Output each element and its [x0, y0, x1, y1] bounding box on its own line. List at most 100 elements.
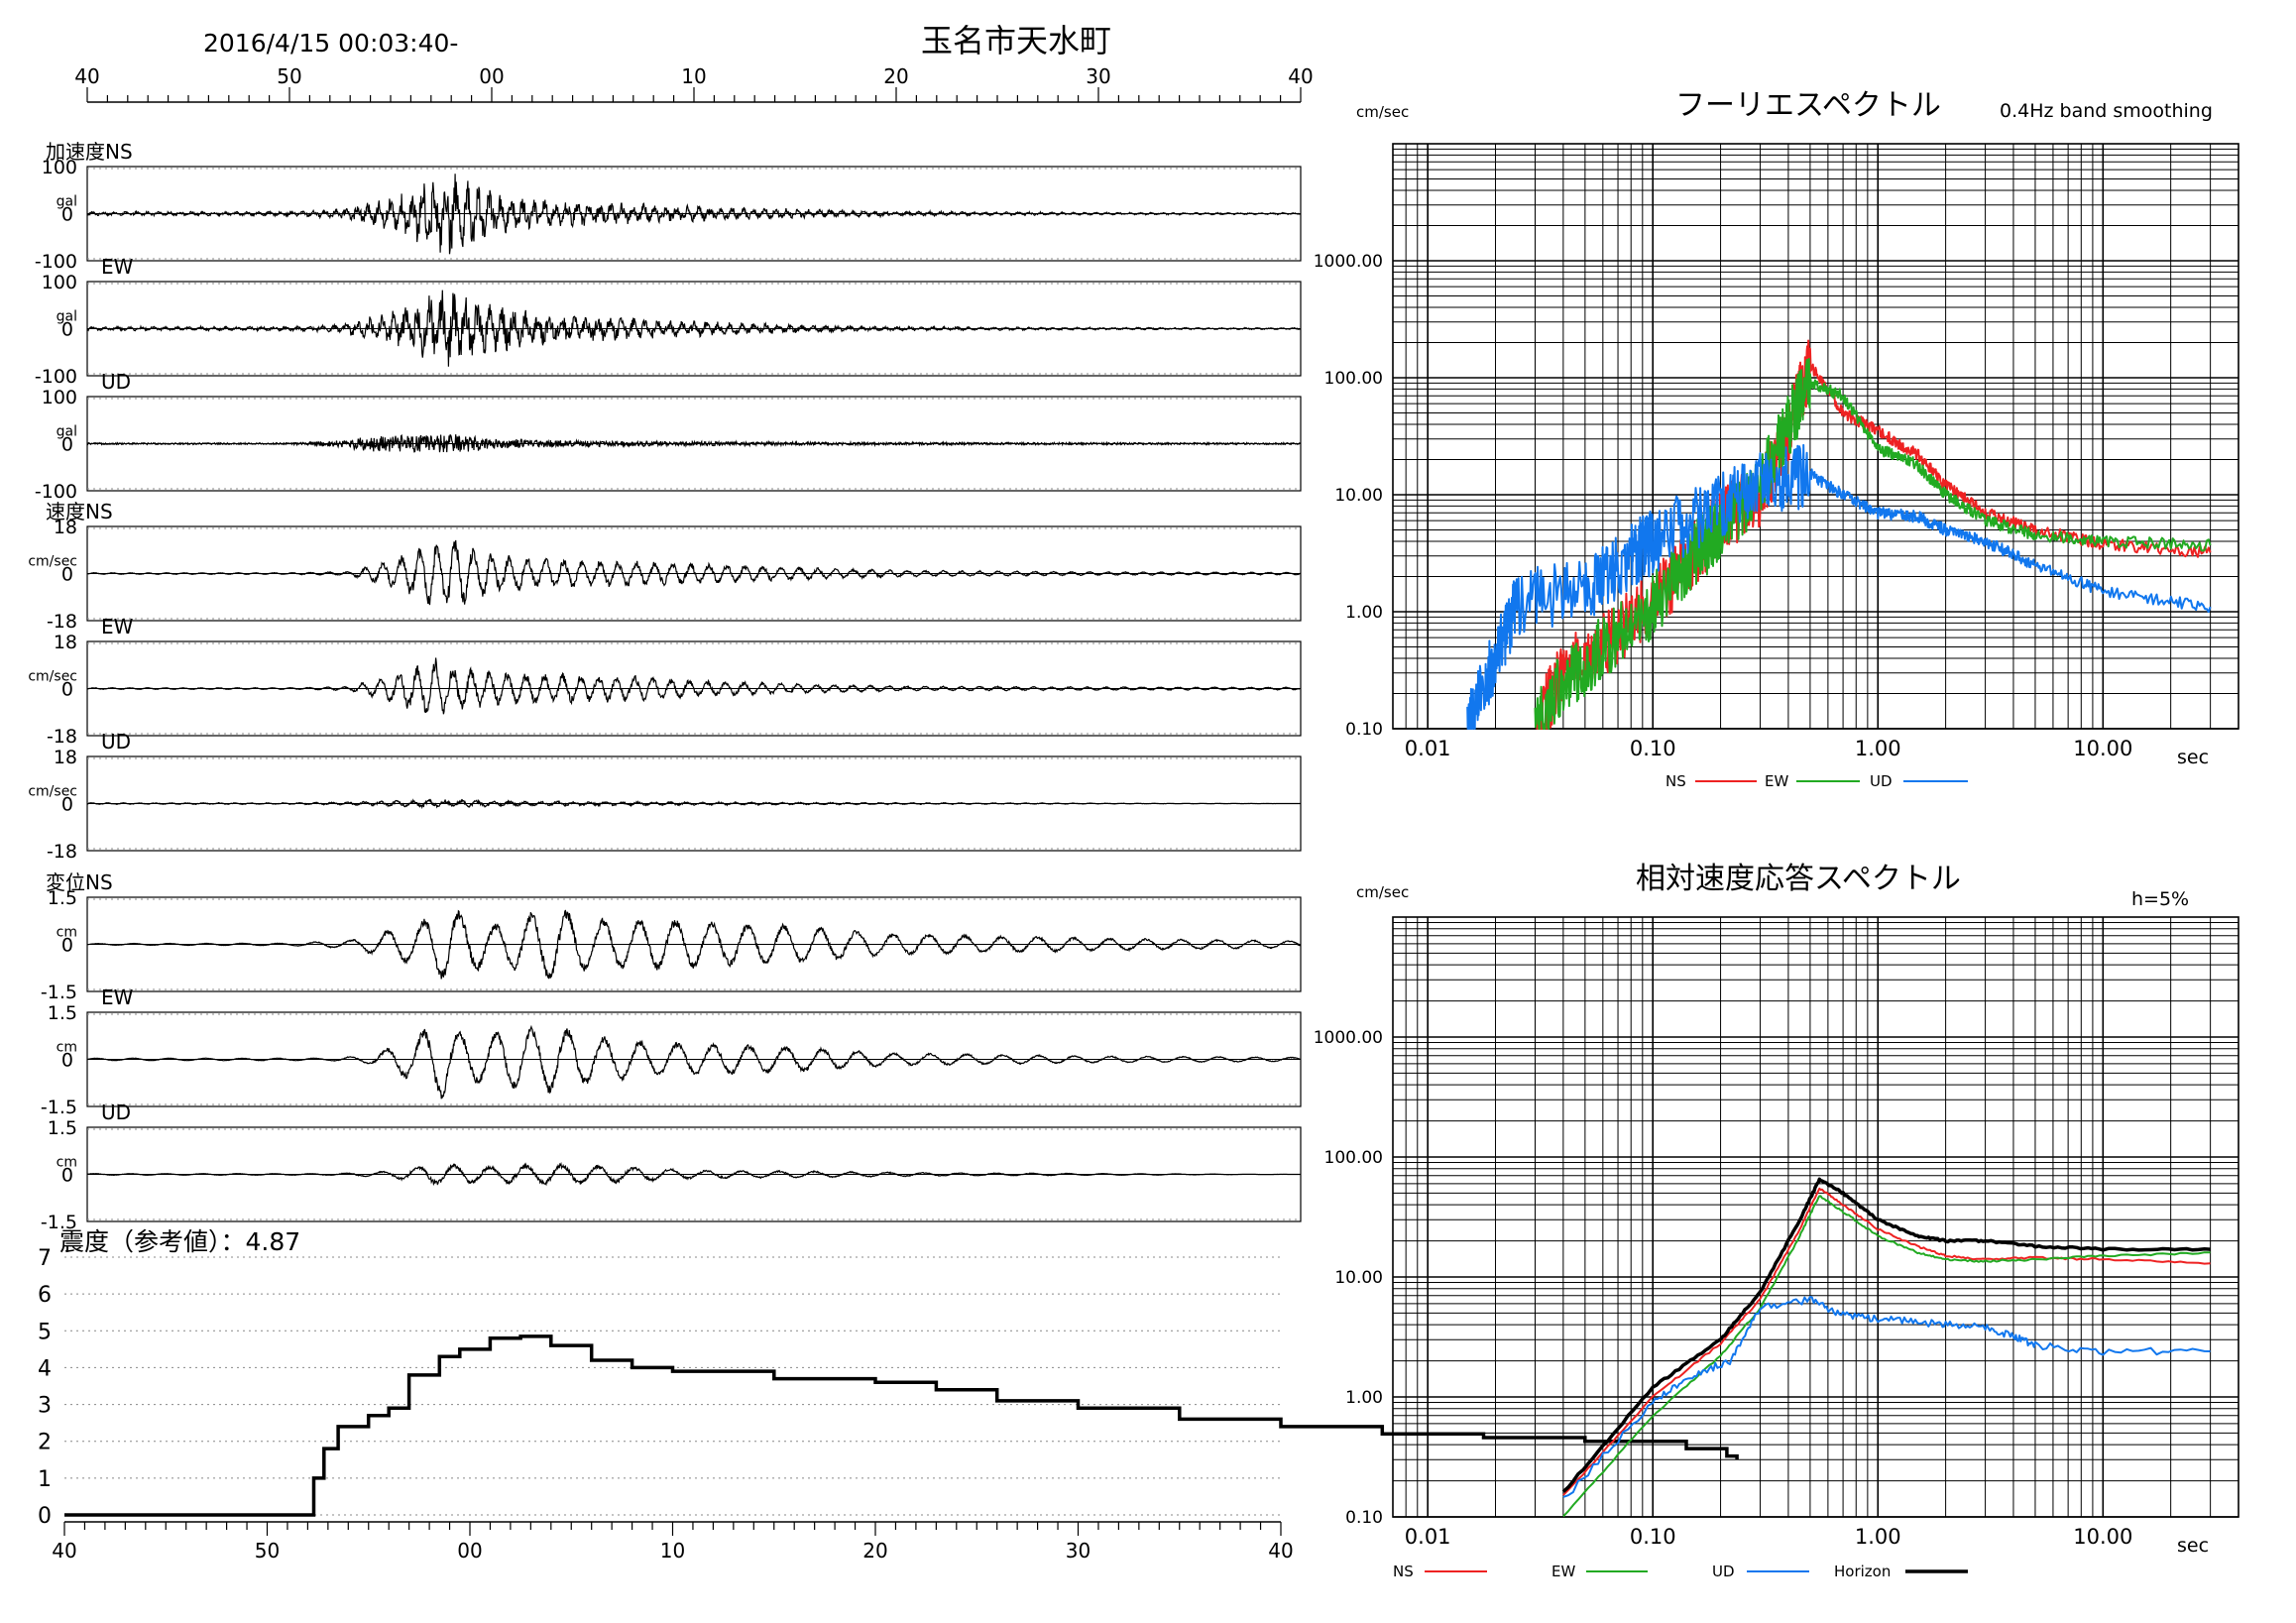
legend-label: NS	[1393, 1563, 1414, 1580]
spectrum-series-horizon	[1561, 1177, 2211, 1493]
intensity-y-tick: 4	[38, 1356, 52, 1381]
spectrum-series-ud	[1562, 1295, 2211, 1498]
time-tick-label: 00	[479, 64, 504, 88]
waveform-tick-min: -100	[35, 481, 77, 503]
spectrum-y-tick: 1.00	[1345, 1388, 1383, 1408]
spectrum-x-unit: sec	[2177, 747, 2209, 768]
time-tick-label: 50	[277, 64, 301, 88]
spectrum-series-ew	[1562, 1195, 2211, 1518]
waveform-tick-max: 100	[42, 157, 77, 178]
waveform-panel-1: 加速度 NS gal 100 0 -100	[35, 140, 1302, 273]
response-damping: h=5%	[2131, 888, 2189, 910]
waveform-tick-min: -100	[35, 251, 77, 273]
waveform-tick-min: -1.5	[41, 1097, 77, 1118]
fourier-subtitle: 0.4Hz band smoothing	[2000, 100, 2213, 122]
waveform-tick-max: 1.5	[48, 1002, 77, 1024]
record-datetime: 2016/4/15 00:03:40-	[203, 29, 458, 58]
intensity-y-tick: 2	[38, 1431, 52, 1455]
waveform-component-label: NS	[85, 870, 113, 894]
time-tick-label: 20	[883, 64, 908, 88]
intensity-y-tick: 0	[38, 1504, 52, 1529]
legend-label: Horizon	[1834, 1563, 1891, 1580]
intensity-x-tick: 50	[255, 1539, 280, 1563]
waveform-tick-min: -100	[35, 366, 77, 388]
waveform-component-label: NS	[85, 500, 113, 523]
spectrum-y-tick: 10.00	[1334, 486, 1383, 506]
waveform-component-label: UD	[101, 1101, 131, 1124]
intensity-x-tick: 10	[660, 1539, 685, 1563]
waveform-tick-zero: 0	[61, 319, 73, 341]
spectrum-y-tick: 100.00	[1324, 369, 1383, 389]
waveform-tick-zero: 0	[61, 679, 73, 701]
waveform-tick-zero: 0	[61, 1050, 73, 1072]
intensity-y-tick: 1	[38, 1467, 52, 1492]
spectrum-y-tick: 1000.00	[1314, 1028, 1383, 1048]
waveform-tick-max: 100	[42, 387, 77, 408]
waveform-trace	[87, 657, 1302, 715]
intensity-y-tick: 6	[38, 1283, 52, 1308]
waveform-tick-zero: 0	[61, 935, 73, 957]
waveform-trace	[86, 909, 1302, 980]
waveform-time-axis: 40 50 00 10 20 30 40	[74, 64, 1314, 103]
waveform-tick-zero: 0	[61, 564, 73, 586]
fourier-unit: cm/sec	[1356, 103, 1409, 121]
waveform-component-label: EW	[101, 985, 134, 1009]
waveform-component-label: UD	[101, 730, 131, 754]
waveform-panel-9: UD cm 1.5 0 -1.5	[41, 1101, 1302, 1233]
time-tick-label: 40	[1288, 64, 1313, 88]
spectrum-x-tick: 0.01	[1405, 1525, 1451, 1549]
spectrum-series-ns	[1562, 1187, 2211, 1496]
waveform-unit-label: cm	[57, 1040, 77, 1056]
spectrum-y-tick: 10.00	[1334, 1268, 1383, 1288]
spectrum-x-tick: 10.00	[2073, 1525, 2132, 1549]
waveform-group-label: 加速度	[46, 140, 105, 164]
station-name: 玉名市天水町	[921, 22, 1111, 59]
intensity-x-tick: 30	[1066, 1539, 1091, 1563]
waveform-panel-7: 変位 NS cm 1.5 0 -1.5	[41, 870, 1302, 1003]
waveform-trace	[86, 798, 1301, 810]
spectrum-y-tick: 100.00	[1324, 1148, 1383, 1168]
intensity-y-tick: 7	[38, 1246, 52, 1271]
intensity-x-tick: 40	[1268, 1539, 1293, 1563]
spectrum-x-tick: 1.00	[1855, 1525, 1901, 1549]
legend-label: NS	[1665, 772, 1686, 790]
waveform-trace	[86, 290, 1302, 367]
spectrum-x-tick: 10.00	[2073, 737, 2132, 760]
waveform-group-label: 変位	[46, 870, 85, 894]
time-tick-label: 10	[681, 64, 706, 88]
waveform-panel-3: UD gal 100 0 -100	[35, 370, 1302, 503]
waveform-tick-max: 18	[54, 632, 77, 653]
intensity-y-tick: 3	[38, 1394, 52, 1419]
waveform-component-label: EW	[101, 255, 134, 279]
waveform-component-label: NS	[105, 140, 133, 164]
spectrum-series-ud	[1466, 443, 2212, 730]
spectrum-x-tick: 0.10	[1630, 1525, 1676, 1549]
waveform-panel-5: EW cm/sec 18 0 -18	[28, 615, 1302, 748]
response-legend: NS EW UD Horizon	[1393, 1563, 1968, 1580]
intensity-x-tick: 40	[52, 1539, 76, 1563]
waveform-tick-max: 18	[54, 747, 77, 768]
spectrum-y-tick: 1000.00	[1314, 252, 1383, 272]
waveform-trace	[86, 433, 1302, 453]
intensity-x-tick: 20	[862, 1539, 887, 1563]
intensity-trace	[64, 1334, 1739, 1517]
waveform-trace	[87, 1024, 1301, 1100]
waveform-trace	[87, 539, 1301, 606]
intensity-title: 震度（参考値）：4.87	[59, 1227, 300, 1256]
legend-label: EW	[1551, 1563, 1575, 1580]
waveform-tick-max: 1.5	[48, 1117, 77, 1139]
waveform-component-label: EW	[101, 615, 134, 638]
fourier-title: フーリエスペクトル	[1675, 88, 1941, 123]
intensity-y-tick: 5	[38, 1320, 52, 1344]
waveform-tick-min: -18	[47, 841, 77, 863]
waveform-panel-6: UD cm/sec 18 0 -18	[28, 730, 1302, 863]
waveform-unit-label: cm/sec	[28, 554, 77, 570]
waveform-trace	[86, 174, 1301, 255]
intensity-x-tick: 00	[457, 1539, 482, 1563]
waveform-unit-label: gal	[57, 194, 77, 210]
spectrum-x-tick: 0.10	[1630, 737, 1676, 760]
time-tick-label: 40	[74, 64, 99, 88]
spectrum-x-unit: sec	[2177, 1535, 2209, 1557]
spectrum-y-tick: 0.10	[1345, 1508, 1383, 1528]
